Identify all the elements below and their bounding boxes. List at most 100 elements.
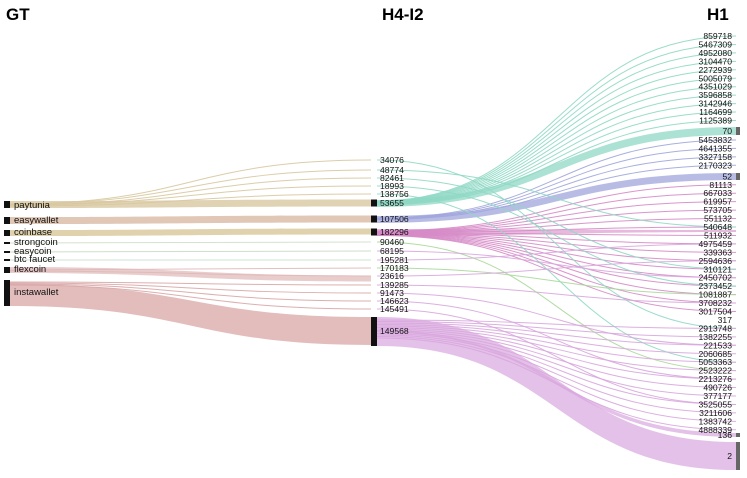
mid-label-34076: 34076 (380, 155, 404, 165)
right-label-4641355: 4641355 (699, 143, 733, 153)
gt-mid-line-5 (9, 241, 372, 244)
mid-right-line-30 (376, 235, 737, 312)
mid-right-line-22 (376, 232, 737, 245)
right-label-3142946: 3142946 (699, 99, 733, 109)
right-label-573705: 573705 (703, 205, 732, 215)
gt-mid-band-4 (10, 267, 371, 282)
nodes-layer (4, 127, 740, 470)
right-label-490726: 490726 (703, 383, 732, 393)
gt-label-easywallet: easywallet (14, 215, 59, 226)
gt-label-btc-faucet: btc faucet (14, 254, 56, 265)
labels-layer: paytunia easywalletcoinbasestrongcoineasy… (14, 31, 732, 461)
gt-label-flexcoin: flexcoin (14, 264, 46, 275)
gt-node-easywallet (4, 217, 10, 224)
mid-right-line-55 (376, 334, 737, 414)
right-label-3525055: 3525055 (699, 399, 733, 409)
mid-right-line-20 (376, 226, 737, 233)
right-label-2: 2 (727, 451, 732, 461)
gt-mid-line-13 (9, 284, 372, 310)
mid-label-139285: 139285 (380, 280, 409, 290)
right-label-1164699: 1164699 (699, 107, 732, 117)
right-label-5053363: 5053363 (699, 357, 733, 367)
mid-right-line-32 (376, 169, 737, 228)
gt-label-strongcoin: strongcoin (14, 237, 58, 248)
mid-right-line-17 (376, 201, 737, 233)
right-label-2060685: 2060685 (699, 349, 733, 359)
mid-right-line-0 (376, 35, 737, 202)
mid-right-line-44 (376, 308, 737, 405)
right-label-2523222: 2523222 (699, 366, 733, 376)
right-label-2272939: 2272939 (699, 65, 733, 75)
right-node-52 (736, 173, 740, 180)
gt-node-strongcoin (4, 242, 10, 244)
mid-right-line-4 (376, 69, 737, 204)
right-label-3327158: 3327158 (699, 152, 733, 162)
gt-label-easycoin: easycoin (14, 246, 52, 257)
gt-mid-line-0 (9, 159, 372, 205)
right-label-136: 136 (718, 430, 733, 440)
right-label-551132: 551132 (704, 214, 732, 224)
right-label-2170323: 2170323 (699, 160, 733, 170)
gt-node-easycoin (4, 251, 10, 253)
mid-right-line-39 (376, 267, 737, 296)
gt-mid-line-4 (9, 193, 372, 207)
mid-right-line-34 (376, 185, 737, 287)
gt-mid-band-0 (10, 199, 371, 208)
mid-right-line-40 (376, 260, 737, 277)
gt-node-flexcoin (4, 267, 10, 273)
right-label-1382255: 1382255 (699, 332, 733, 342)
mid-right-line-8 (376, 103, 737, 205)
right-label-310121: 310121 (703, 264, 732, 274)
mid-right-line-50 (376, 327, 737, 372)
right-label-3211606: 3211606 (699, 408, 732, 418)
mid-right-line-56 (376, 336, 737, 422)
mid-right-line-7 (376, 94, 737, 205)
right-label-619957: 619957 (703, 197, 732, 207)
gt-mid-line-6 (9, 250, 372, 253)
mid-right-line-12 (376, 147, 737, 219)
right-label-3017504: 3017504 (699, 307, 733, 317)
mid-label-182296: 182296 (380, 227, 409, 237)
right-label-4975459: 4975459 (699, 239, 733, 249)
right-label-4952080: 4952080 (699, 48, 733, 58)
mid-right-line-14 (376, 164, 737, 220)
mid-right-line-42 (376, 292, 737, 346)
gt-label-instawallet: instawallet (14, 287, 59, 298)
mid-right-line-26 (376, 233, 737, 279)
mid-right-line-54 (376, 333, 737, 405)
mid-right-line-35 (376, 193, 737, 363)
right-label-221533: 221533 (703, 340, 732, 350)
right-label-4888339: 4888339 (699, 425, 733, 435)
mid-label-90460: 90460 (380, 237, 404, 247)
mid-right-line-11 (376, 139, 737, 219)
mid-right-line-47 (376, 322, 737, 346)
mid-label-23616: 23616 (380, 271, 404, 281)
right-label-540648: 540648 (703, 222, 732, 232)
gt-node-coinbase (4, 230, 10, 236)
right-label-70: 70 (722, 126, 732, 136)
right-label-2450702: 2450702 (699, 273, 733, 283)
right-label-4351029: 4351029 (699, 82, 733, 92)
mid-right-line-48 (376, 324, 737, 355)
h1-column-header: H1 (707, 5, 729, 24)
mid-right-line-21 (376, 232, 737, 236)
gt-label-paytunia: paytunia (14, 200, 51, 211)
gt-mid-line-9 (9, 270, 372, 277)
mid-right-band-teal (377, 127, 736, 207)
gt-mid-line-8 (9, 267, 372, 271)
mid-label-91473: 91473 (380, 288, 404, 298)
mid-right-line-10 (376, 120, 737, 206)
mid-right-line-5 (376, 77, 737, 204)
gt-mid-line-12 (9, 283, 372, 302)
mid-node-149568 (371, 317, 377, 346)
mid-label-138756: 138756 (380, 189, 409, 199)
mid-label-68195: 68195 (380, 246, 404, 256)
mid-right-line-38 (376, 243, 737, 261)
mid-right-line-18 (376, 209, 737, 233)
mid-label-82461: 82461 (380, 173, 404, 183)
mid-right-line-1 (376, 43, 737, 202)
right-label-5467309: 5467309 (699, 39, 733, 49)
mid-right-line-23 (376, 232, 737, 253)
gt-column-header: GT (6, 5, 30, 24)
